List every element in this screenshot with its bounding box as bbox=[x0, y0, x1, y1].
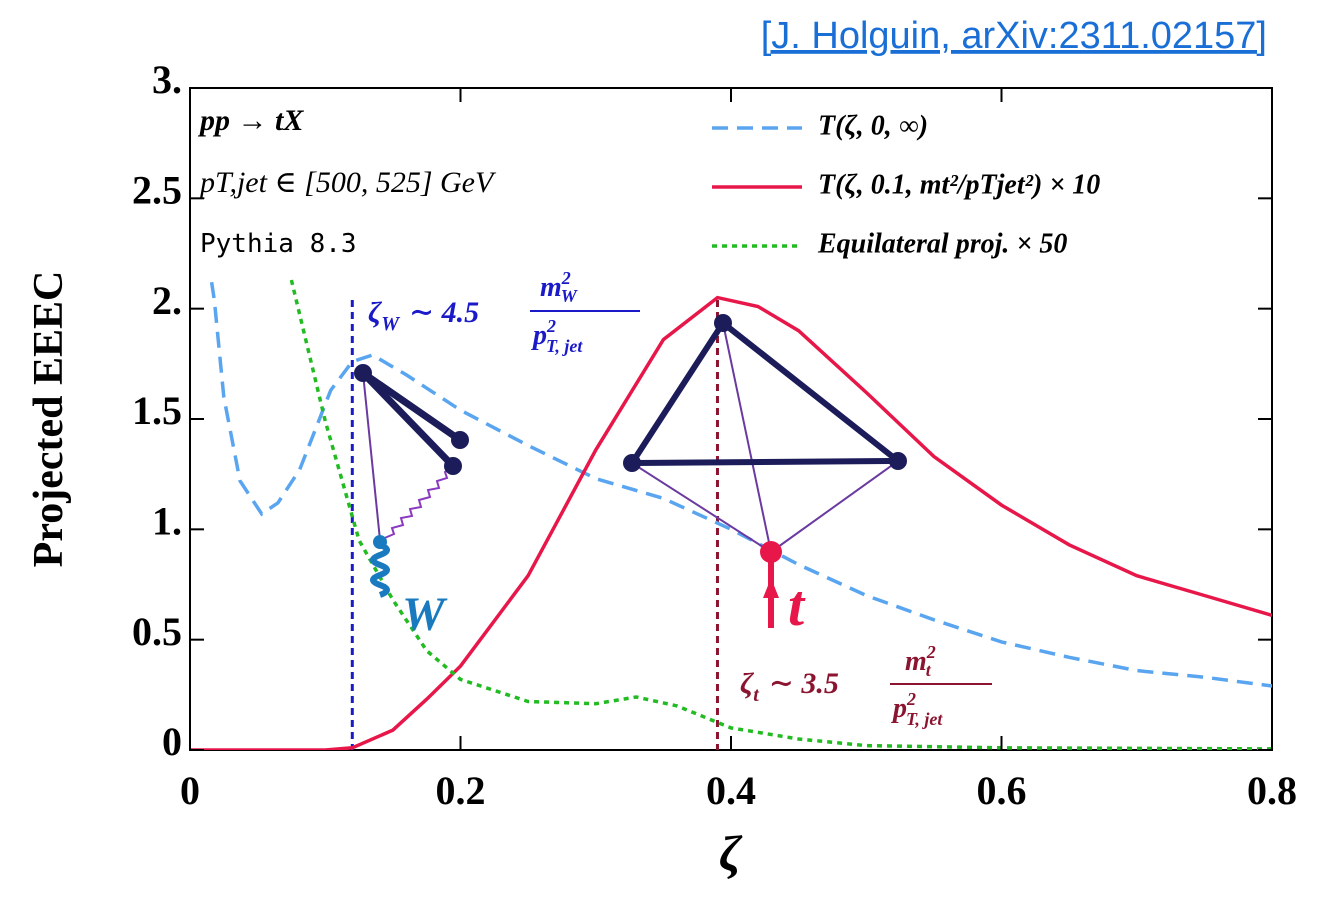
y-tick-label: 3. bbox=[152, 57, 182, 102]
y-axis-label: Projected EEEC bbox=[26, 271, 72, 568]
x-tick-label: 0.8 bbox=[1247, 768, 1297, 813]
ann-text: ∼ 4.5 bbox=[409, 296, 479, 329]
ann-text: m bbox=[540, 272, 562, 303]
info-process: pp → tX bbox=[197, 104, 304, 137]
svg-text:ζW∼ 4.5: ζW ∼ 4.5 bbox=[368, 296, 479, 335]
info-cut: pT,jet ∈ [500, 525] GeV bbox=[198, 166, 497, 199]
ann-text: p bbox=[891, 693, 907, 724]
t-diagram: t bbox=[623, 314, 907, 638]
series-line bbox=[190, 295, 1272, 750]
svg-text:m2t: m2 t bbox=[905, 642, 936, 680]
y-tick-label: 0.5 bbox=[132, 609, 182, 654]
w-label: W bbox=[402, 588, 448, 641]
ann-text: 2 bbox=[561, 268, 571, 288]
ann-text: m bbox=[905, 646, 927, 677]
ann-text: T, jet bbox=[546, 336, 583, 356]
plot-area bbox=[190, 279, 1272, 750]
y-tick-label: 2. bbox=[152, 278, 182, 323]
ann-text: ζ bbox=[368, 296, 383, 329]
w-diagram: W bbox=[354, 364, 469, 641]
svg-text:m2W: m2 W bbox=[540, 268, 579, 306]
ann-text: W bbox=[561, 286, 579, 306]
ann-text: ζ bbox=[740, 667, 755, 700]
legend-label: T(ζ, 0, ∞) bbox=[818, 110, 928, 141]
y-tick-label: 0 bbox=[162, 719, 182, 764]
x-tick-label: 0.2 bbox=[436, 768, 486, 813]
ann-text: p bbox=[531, 320, 547, 351]
info-generator: Pythia 8.3 bbox=[200, 229, 357, 259]
citation-link[interactable]: [J. Holguin, arXiv:2311.02157] bbox=[761, 15, 1267, 57]
svg-text:p2T, jet: p2 T, jet bbox=[531, 316, 583, 356]
x-tick-label: 0 bbox=[180, 768, 200, 813]
svg-text:ζt∼ 3.5: ζt ∼ 3.5 bbox=[740, 667, 839, 706]
x-tick-label: 0.4 bbox=[706, 768, 756, 813]
t-label: t bbox=[788, 573, 806, 638]
ann-text: T, jet bbox=[906, 709, 943, 729]
legend-label: T(ζ, 0.1, mt²/pTjet²) × 10 bbox=[818, 169, 1100, 200]
svg-text:p2T, jet: p2 T, jet bbox=[891, 689, 943, 729]
ann-text: 2 bbox=[926, 642, 936, 662]
zeta-w-annotation: ζW ∼ 4.5 m2 W p2 T, jet bbox=[368, 268, 640, 356]
ann-text: 2 bbox=[906, 689, 916, 709]
ann-text: 2 bbox=[546, 316, 556, 336]
legend-label: Equilateral proj. × 50 bbox=[817, 228, 1067, 259]
x-tick-label: 0.6 bbox=[977, 768, 1027, 813]
y-tick-label: 1. bbox=[152, 499, 182, 544]
y-tick-label: 1.5 bbox=[132, 388, 182, 433]
zeta-t-annotation: ζt ∼ 3.5 m2 t p2 T, jet bbox=[740, 642, 992, 729]
ann-text: ∼ 3.5 bbox=[769, 667, 839, 700]
y-tick-label: 2.5 bbox=[132, 168, 182, 213]
ann-text: W bbox=[381, 313, 400, 335]
x-axis-label: ζ bbox=[719, 825, 743, 881]
series-line bbox=[209, 281, 1272, 688]
ann-text: t bbox=[753, 684, 760, 706]
ann-text: t bbox=[926, 660, 932, 680]
